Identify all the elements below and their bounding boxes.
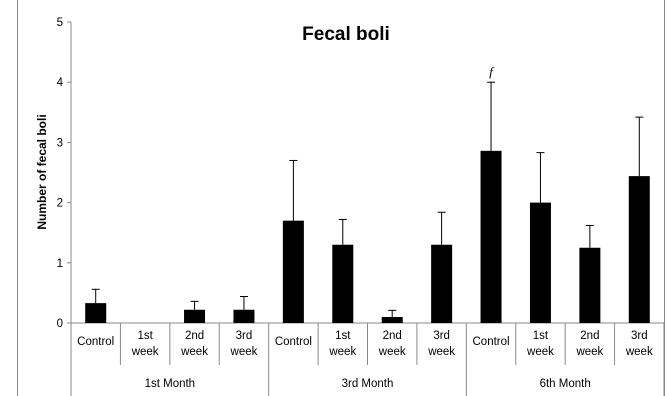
chart-title: Fecal boli <box>302 24 390 45</box>
error-bars <box>91 81 644 317</box>
y-tick-label: 1 <box>57 258 63 270</box>
group-label: 6th Month <box>540 378 591 390</box>
group-label: 1st Month <box>145 378 196 390</box>
category-label: 1st week <box>526 330 554 358</box>
y-axis-label: Number of fecal boli <box>35 114 49 229</box>
category-label: 2nd week <box>378 330 406 358</box>
category-label: 3rd week <box>230 330 258 358</box>
bar <box>233 309 255 323</box>
category-label: 3rd week <box>427 330 455 358</box>
category-label: Control <box>77 336 114 348</box>
chart-frame <box>17 0 665 396</box>
category-label: 1st week <box>328 330 356 358</box>
y-tick-label: 0 <box>57 318 63 330</box>
bar <box>85 303 107 323</box>
category-label: Control <box>275 336 312 348</box>
y-tick-label: 3 <box>57 137 63 149</box>
bar <box>480 150 502 323</box>
category-label: Control <box>473 336 510 348</box>
group-label: 3rd Month <box>342 378 394 390</box>
group-labels: 1st Month 3rd Month 6th Month <box>145 378 591 390</box>
bar <box>628 176 650 323</box>
bar <box>579 247 601 323</box>
y-tick-label: 5 <box>57 17 63 29</box>
bar <box>529 202 551 323</box>
bar <box>282 220 304 323</box>
y-axis-ticks: 0 1 2 3 4 5 <box>57 17 71 330</box>
y-tick-label: 4 <box>57 77 64 89</box>
category-label: 2nd week <box>180 330 208 358</box>
category-label: 3rd week <box>625 330 653 358</box>
y-tick-label: 2 <box>57 198 63 210</box>
annotations: f <box>489 64 495 79</box>
bar <box>184 309 206 323</box>
axes <box>70 22 665 396</box>
annotation-label: f <box>489 64 495 79</box>
bar <box>431 244 453 323</box>
category-label: 1st week <box>131 330 159 358</box>
bars <box>85 150 650 323</box>
category-labels: Control 1st week 2nd week 3rd week Control 1st we… <box>77 330 653 358</box>
bar <box>381 316 403 323</box>
category-label: 2nd week <box>575 330 603 358</box>
bar <box>332 244 354 323</box>
